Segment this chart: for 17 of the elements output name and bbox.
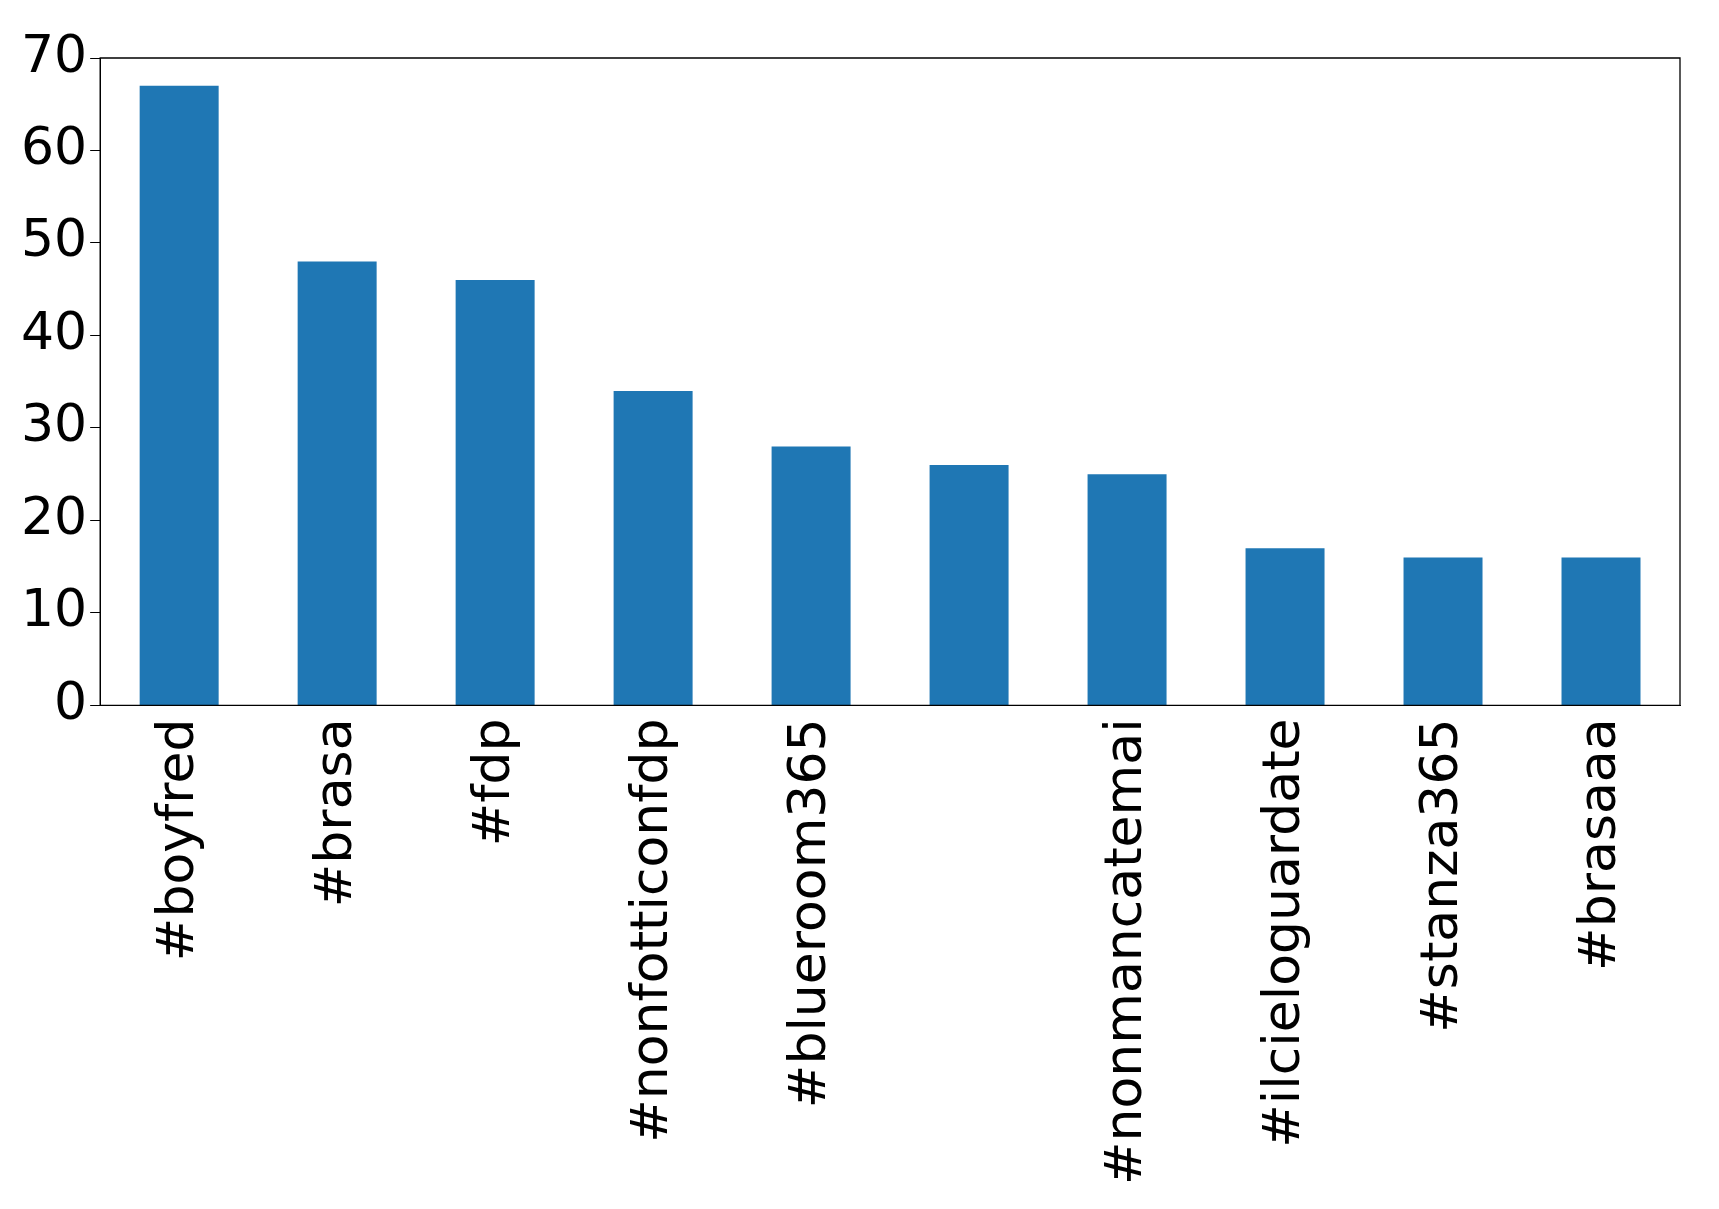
x-tick-label: #fdp (460, 718, 521, 847)
x-tick-label: #brasa (302, 718, 363, 908)
y-tick-label: 30 (21, 393, 88, 454)
y-tick-label: 60 (21, 116, 88, 176)
x-tick-label: #nonfotticonfdp (618, 718, 679, 1143)
y-tick-label: 10 (21, 578, 88, 639)
x-tick-label: #brasaaa (1566, 718, 1627, 971)
x-tick-label: #nonmancatemai (1092, 718, 1153, 1185)
y-tick-label: 50 (21, 208, 88, 269)
x-tick-label: #boyfred (144, 718, 205, 962)
y-tick-label: 0 (54, 670, 88, 731)
y-tick-label: 40 (21, 300, 88, 361)
x-tick-label: #ilcieloguardate (1250, 718, 1311, 1148)
x-tick-label: #stanza365 (1408, 718, 1469, 1033)
y-tick-label: 70 (21, 23, 88, 84)
x-tick-label: #blueroom365 (776, 718, 837, 1109)
y-tick-label: 20 (21, 485, 88, 546)
